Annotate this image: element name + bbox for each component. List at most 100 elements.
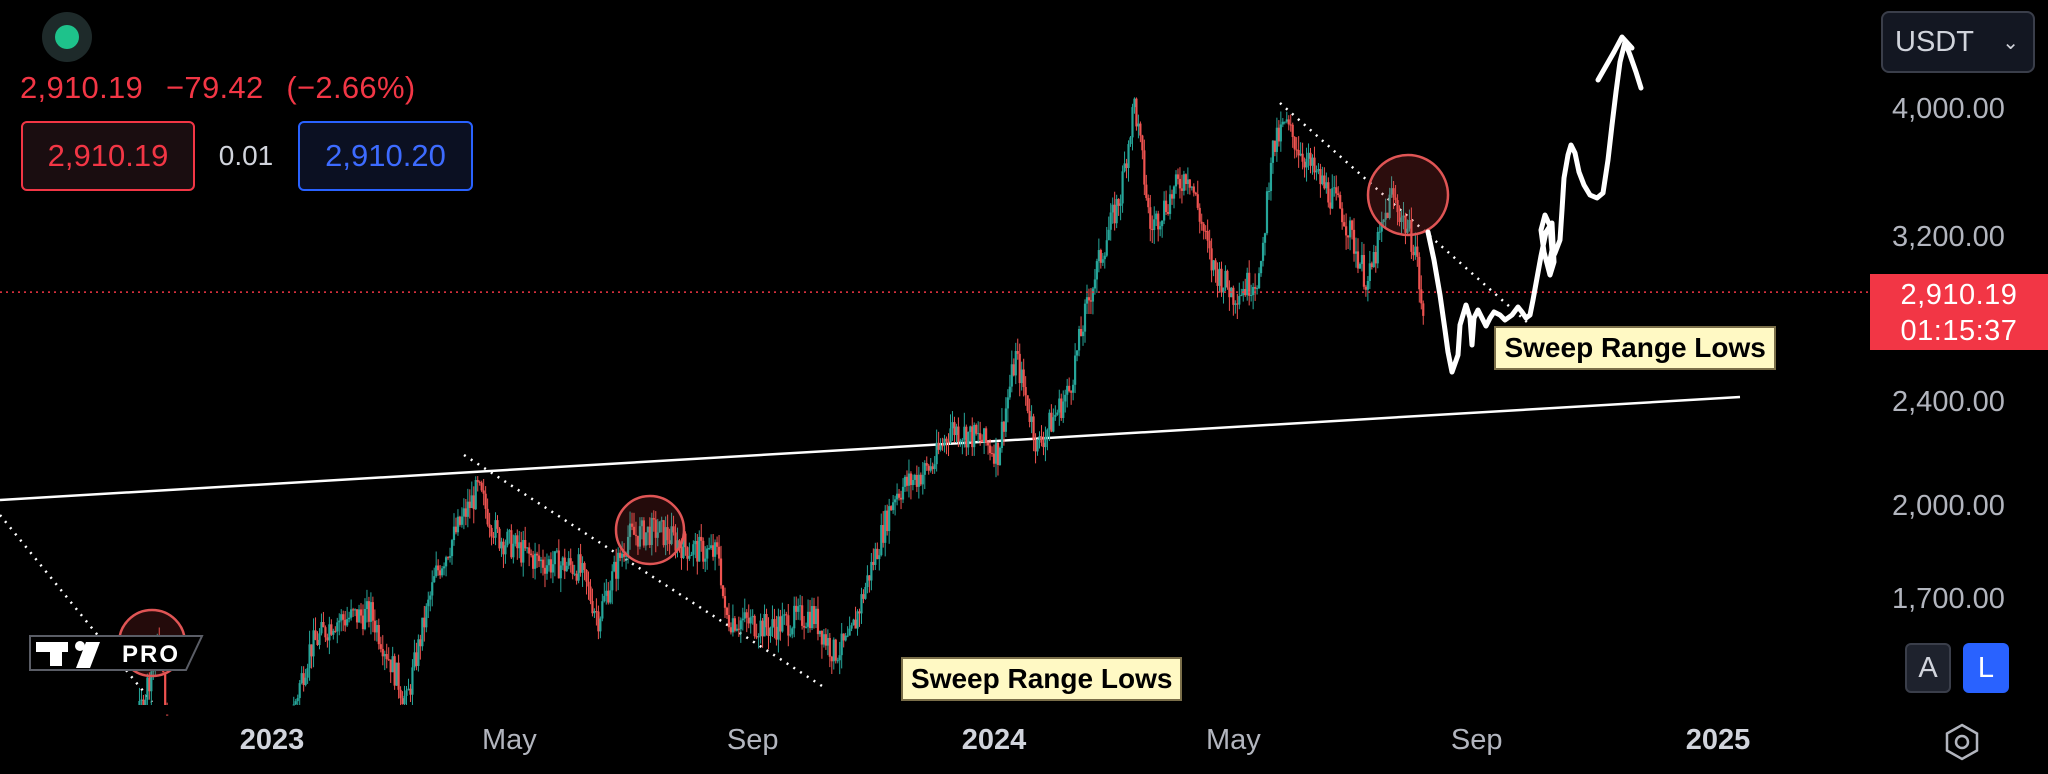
x-tick-label: 2025 — [1685, 724, 1751, 756]
candle-body — [1099, 250, 1102, 263]
buy-button[interactable]: 2,910.20 — [298, 121, 473, 191]
candle-body — [456, 516, 460, 533]
settings-icon[interactable] — [1942, 722, 1982, 762]
annotation-note[interactable]: Sweep Range Lows — [1494, 325, 1776, 370]
candle-body — [854, 619, 857, 629]
circle-marker-mid[interactable] — [614, 494, 686, 566]
candle-body — [690, 554, 693, 556]
candle-body — [959, 440, 962, 443]
candle-body — [1337, 193, 1340, 195]
candle-body — [316, 639, 319, 645]
candle-body — [981, 439, 984, 443]
candle-body — [1131, 107, 1134, 138]
candle-body — [684, 533, 687, 548]
sell-button[interactable]: 2,910.19 — [21, 121, 195, 191]
x-tick-label: 2024 — [961, 724, 1027, 756]
candle-body — [630, 523, 634, 527]
candle-body — [1396, 200, 1399, 213]
candle-body — [474, 480, 477, 510]
candle-body — [1254, 286, 1257, 289]
long-trend-line[interactable] — [0, 395, 1741, 502]
candle-body — [1166, 211, 1170, 214]
candle-body — [757, 636, 760, 638]
candle-body — [1038, 436, 1041, 440]
candle-body — [1226, 270, 1229, 288]
candle-body — [1412, 251, 1415, 256]
candle-body — [1081, 331, 1085, 337]
candle-body — [1058, 398, 1061, 413]
candle-body — [927, 465, 930, 471]
y-tick-label: 1,700.00 — [1892, 583, 2005, 615]
candle-body — [941, 445, 944, 447]
candle-body — [646, 526, 649, 533]
candle-body — [907, 473, 911, 486]
candle-body — [694, 540, 697, 545]
candle-body — [1301, 153, 1304, 162]
candle-body — [1119, 203, 1122, 206]
candle-body — [1072, 384, 1075, 393]
candle-body — [603, 595, 606, 602]
candle-body — [624, 555, 628, 557]
candle-body — [1271, 140, 1275, 163]
candle-body — [886, 510, 889, 532]
candle-body — [1070, 391, 1073, 393]
candle-body — [660, 520, 663, 522]
candle-body — [528, 547, 531, 554]
candle-body — [882, 525, 885, 543]
candle-body — [138, 701, 141, 705]
candle-body — [1022, 369, 1025, 388]
candle-body — [318, 633, 321, 645]
candle-body — [901, 486, 905, 500]
candle-body — [1352, 229, 1356, 254]
annotation-note[interactable]: Sweep Range Lows — [901, 657, 1183, 702]
candle-body — [1315, 170, 1318, 173]
candle-body — [975, 424, 978, 434]
candle-body — [1291, 124, 1294, 137]
candle-body — [741, 618, 744, 621]
candle-body — [346, 619, 349, 626]
auto-scale-button[interactable]: A — [1905, 643, 1951, 693]
candle-body — [1168, 194, 1172, 214]
candle-body — [1339, 194, 1342, 209]
candle-body — [844, 635, 847, 641]
candle-body — [842, 633, 845, 641]
candle-body — [804, 626, 808, 628]
candle-body — [146, 677, 149, 700]
candle-body — [971, 426, 974, 448]
candle-body — [955, 426, 958, 436]
candle-body — [1202, 223, 1205, 231]
circle-marker-right[interactable] — [1366, 153, 1450, 237]
candle-body — [957, 426, 960, 443]
candle-body — [1305, 158, 1308, 168]
candle-body — [470, 495, 473, 508]
candle-body — [1257, 273, 1261, 289]
candle-body — [949, 428, 952, 443]
candle-body — [1345, 226, 1348, 236]
currency-select[interactable]: USDT ⌄ — [1881, 11, 2035, 73]
candle-body — [1127, 144, 1130, 169]
log-scale-button[interactable]: L — [1963, 643, 2009, 693]
candle-body — [723, 596, 727, 608]
candle-body — [1382, 219, 1385, 223]
candle-body — [502, 541, 505, 555]
projection-path[interactable] — [1425, 39, 1644, 375]
candle-body — [1206, 230, 1209, 241]
candle-body — [1172, 186, 1176, 199]
candle-body — [498, 528, 501, 549]
candle-body — [992, 453, 996, 464]
candle-body — [1261, 242, 1265, 261]
candle-body — [1208, 240, 1211, 249]
candle-body — [492, 536, 495, 538]
candle-body — [838, 655, 841, 661]
candle-body — [1170, 194, 1174, 199]
candle-body — [753, 615, 756, 637]
bar-countdown: 01:15:37 — [1900, 315, 2018, 347]
candle-body — [737, 628, 740, 630]
dotted-trend-line-mid[interactable] — [463, 453, 823, 688]
candle-body — [1285, 119, 1288, 122]
candle-body — [1143, 150, 1146, 185]
candle-body — [1222, 287, 1225, 293]
candle-body — [878, 555, 881, 560]
dotted-trend-line-left[interactable] — [0, 514, 153, 703]
